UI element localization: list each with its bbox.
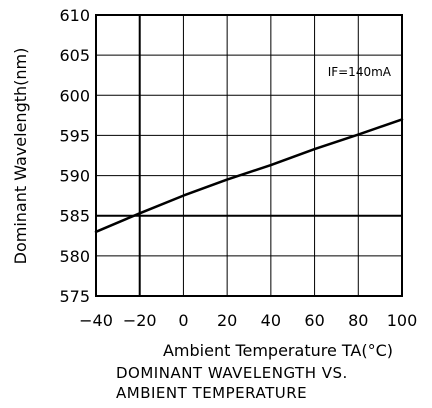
x-tick-label: −20	[123, 311, 157, 330]
reference-lines	[96, 15, 402, 296]
x-tick-label: 20	[217, 311, 237, 330]
y-tick-label: 610	[59, 6, 90, 25]
series	[94, 118, 404, 234]
x-tick-label: 40	[261, 311, 281, 330]
x-tick-label: 80	[348, 311, 368, 330]
y-tick-labels: 575 580 585 590 595 600 605 610	[59, 6, 90, 306]
y-axis-title: Dominant Wavelength(nm)	[11, 48, 30, 265]
y-tick-label: 605	[59, 46, 90, 65]
grid	[96, 15, 402, 296]
x-axis-title: Ambient Temperature TA(°C)	[163, 341, 393, 360]
y-tick-label: 575	[59, 287, 90, 306]
x-tick-label: −40	[79, 311, 113, 330]
series-line	[94, 118, 404, 234]
chart-caption-line-1: DOMINANT WAVELENGTH VS.	[116, 364, 348, 382]
y-tick-label: 585	[59, 207, 90, 226]
condition-annotation: IF=140mA	[328, 65, 392, 79]
x-tick-label: 0	[178, 311, 188, 330]
y-tick-label: 595	[59, 126, 90, 145]
y-tick-label: 590	[59, 167, 90, 186]
plot-frame	[95, 14, 403, 297]
x-tick-labels: −40 −20 0 20 40 60 80 100	[79, 311, 417, 330]
x-tick-label: 60	[304, 311, 324, 330]
y-tick-label: 580	[59, 247, 90, 266]
x-tick-label: 100	[387, 311, 418, 330]
y-tick-label: 600	[59, 86, 90, 105]
chart-caption-line-2: AMBIENT TEMPERATURE	[116, 384, 307, 402]
